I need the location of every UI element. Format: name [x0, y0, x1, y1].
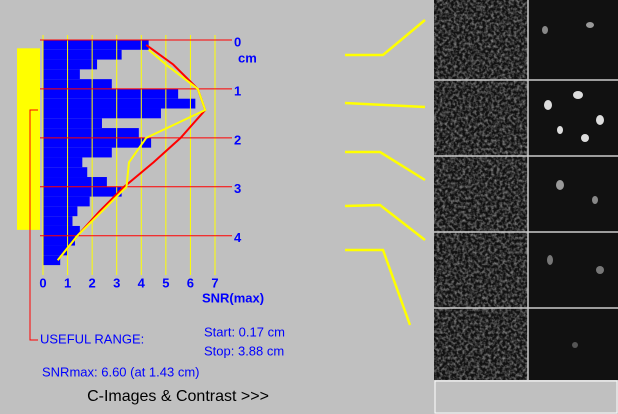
histogram-bar [43, 99, 195, 109]
x-tick-label: 6 [187, 275, 194, 290]
snrmax-text: SNRmax: 6.60 (at 1.43 cm) [42, 364, 200, 379]
x-tick-label: 0 [39, 275, 46, 290]
histogram-bar [43, 69, 80, 79]
snr-chart: 0 1 2 3 4 5 6 7 0 1 2 3 4 cm SNR(max) [17, 34, 264, 340]
histogram-bar [43, 89, 178, 99]
start-text: Start: 0.17 cm [204, 324, 285, 339]
histogram-bar [43, 128, 139, 138]
histogram-bar [43, 255, 60, 265]
useful-range-bar [17, 48, 40, 230]
x-tick-label: 1 [64, 275, 71, 290]
histogram-bar [43, 226, 80, 236]
x-tick-label: 5 [162, 275, 169, 290]
y-tick-label: 3 [234, 181, 241, 196]
screen: 0 1 2 3 4 5 6 7 0 1 2 3 4 cm SNR(max) USEFUL RANGE: St… [0, 0, 618, 414]
x-tick-label: 3 [113, 275, 120, 290]
page: {"chart_data": {"type": "histogram", "or… [0, 0, 618, 414]
histogram-bar [43, 177, 107, 187]
histogram-bar [43, 197, 90, 207]
x-tick-label: 7 [211, 275, 218, 290]
histogram-bar [43, 157, 82, 167]
x-tick-label: 2 [89, 275, 96, 290]
useful-range-label: USEFUL RANGE: [40, 331, 144, 346]
histogram-bar [43, 167, 87, 177]
histogram-bar [43, 79, 112, 89]
histogram-bar [43, 138, 151, 148]
histogram-bar [43, 109, 161, 119]
histogram-bar [43, 50, 122, 60]
stop-text: Stop: 3.88 cm [204, 343, 284, 358]
histogram-bar [43, 148, 112, 158]
x-axis-label: SNR(max) [202, 290, 264, 305]
angle-icons [345, 20, 425, 325]
y-tick-label: 4 [234, 230, 242, 245]
image-grid [434, 0, 618, 413]
blank-panel [435, 381, 617, 413]
histogram-bar [43, 40, 149, 50]
x-tick-label: 4 [138, 275, 146, 290]
histogram-bar [43, 60, 97, 70]
y-tick-label: 0 [234, 34, 241, 49]
y-tick-label: 2 [234, 132, 241, 147]
histogram-bar [43, 118, 102, 128]
histogram-bar [43, 206, 77, 216]
y-axis-label: cm [238, 50, 257, 65]
histogram-bar [43, 187, 122, 197]
next-button[interactable]: C-Images & Contrast >>> [87, 388, 269, 405]
speckle-images [434, 0, 528, 380]
y-tick-label: 1 [234, 83, 241, 98]
